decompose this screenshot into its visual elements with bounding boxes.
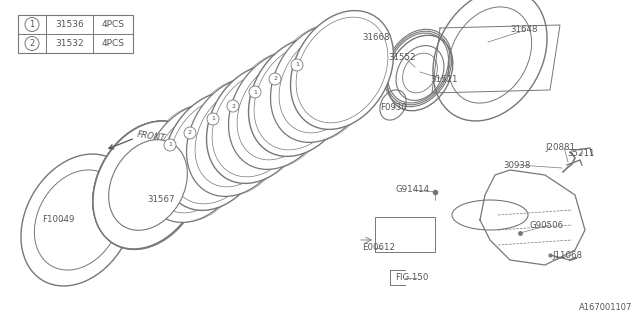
Text: 31648: 31648 [510, 26, 538, 35]
Text: FIG.150: FIG.150 [395, 274, 428, 283]
Bar [18, 15, 133, 53]
Ellipse shape [228, 51, 332, 169]
Text: 31567: 31567 [147, 196, 175, 204]
Circle shape [25, 36, 39, 51]
Ellipse shape [248, 37, 351, 156]
Text: J20881: J20881 [545, 143, 575, 153]
Text: A167001107: A167001107 [579, 303, 632, 312]
Ellipse shape [186, 77, 289, 196]
Circle shape [25, 18, 39, 31]
Ellipse shape [279, 33, 365, 133]
Circle shape [291, 59, 303, 71]
Text: 1: 1 [168, 142, 172, 148]
Text: 1: 1 [253, 90, 257, 94]
Ellipse shape [207, 65, 310, 183]
Text: 31552: 31552 [388, 52, 415, 61]
Bar [375, 217, 435, 252]
Ellipse shape [164, 92, 266, 211]
Circle shape [269, 73, 281, 85]
Text: 31532: 31532 [56, 39, 84, 48]
Text: FRONT: FRONT [137, 131, 167, 143]
Text: 35211: 35211 [567, 148, 595, 157]
Text: F10049: F10049 [42, 215, 74, 225]
Text: 2: 2 [231, 103, 235, 108]
Text: 31536: 31536 [56, 20, 84, 29]
Text: 4PCS: 4PCS [102, 20, 125, 29]
Ellipse shape [291, 11, 394, 129]
Circle shape [164, 139, 176, 151]
Text: F0930: F0930 [380, 103, 407, 113]
Ellipse shape [109, 140, 188, 230]
Text: 31521: 31521 [430, 76, 458, 84]
Text: G90506: G90506 [530, 220, 564, 229]
Circle shape [249, 86, 261, 98]
Ellipse shape [195, 87, 281, 187]
Text: E00612: E00612 [362, 244, 395, 252]
Ellipse shape [296, 17, 388, 123]
Text: 2: 2 [273, 76, 277, 82]
Text: J11068: J11068 [552, 251, 582, 260]
Ellipse shape [169, 98, 261, 204]
Ellipse shape [212, 71, 304, 177]
Ellipse shape [271, 24, 374, 142]
Circle shape [184, 127, 196, 139]
Text: 1: 1 [211, 116, 215, 122]
Text: 1: 1 [295, 62, 299, 68]
Text: 2: 2 [188, 131, 192, 135]
Text: 1: 1 [29, 20, 35, 29]
Circle shape [207, 113, 219, 125]
Ellipse shape [143, 104, 246, 222]
Circle shape [227, 100, 239, 112]
Ellipse shape [237, 60, 323, 160]
Ellipse shape [152, 113, 238, 213]
Text: 31668: 31668 [362, 34, 390, 43]
Text: 2: 2 [29, 39, 35, 48]
Text: 30938: 30938 [503, 161, 531, 170]
Ellipse shape [93, 121, 203, 249]
Ellipse shape [254, 44, 346, 150]
Text: G91414: G91414 [395, 186, 429, 195]
Text: 4PCS: 4PCS [102, 39, 125, 48]
